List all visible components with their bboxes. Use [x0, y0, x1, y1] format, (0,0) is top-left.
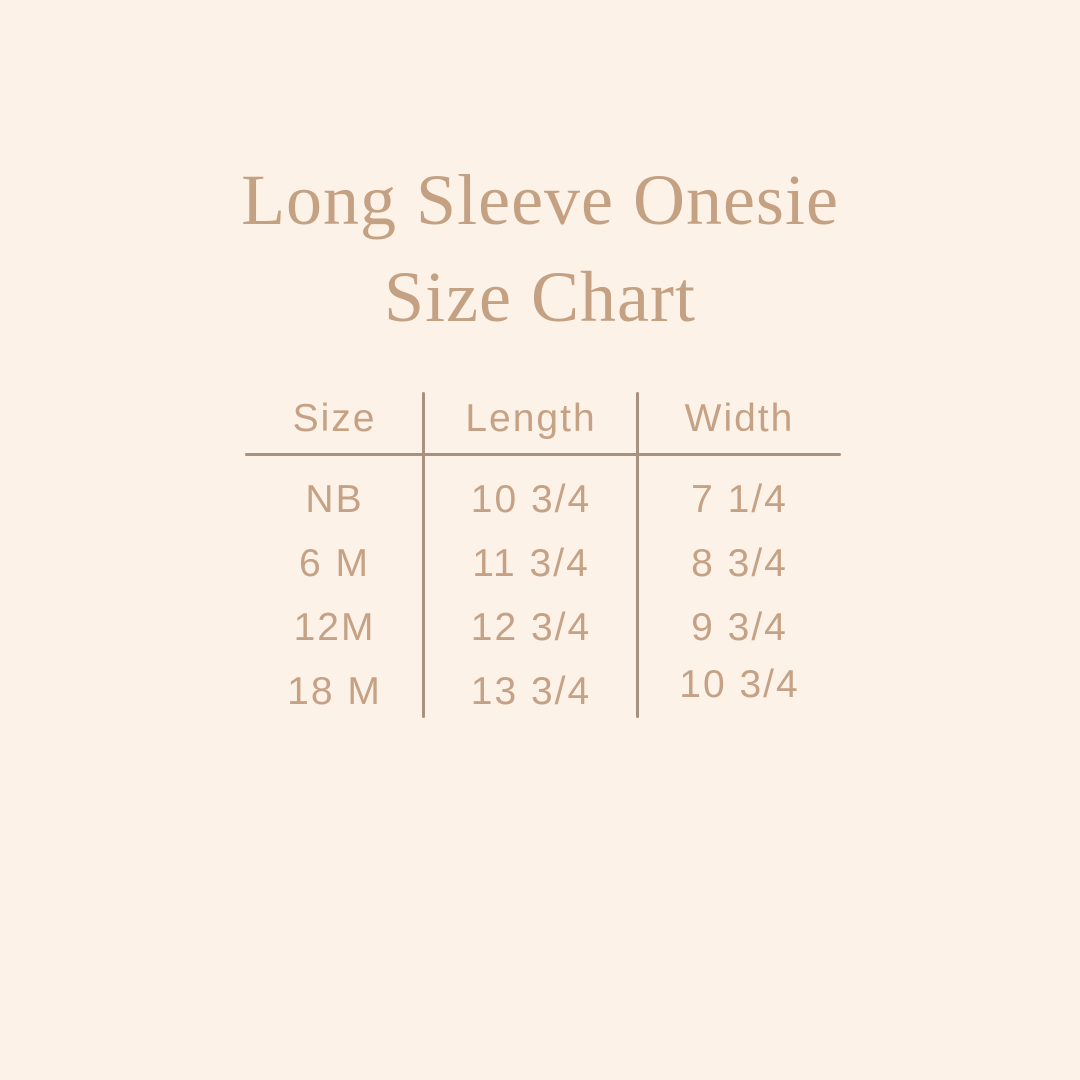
column-divider-1 [422, 392, 425, 718]
cell-size: 18 M [287, 670, 382, 713]
page-title: Long Sleeve Onesie Size Chart [0, 152, 1080, 346]
cell-length: 10 3/4 [470, 478, 592, 521]
cell-width: 7 1/4 [691, 478, 788, 521]
cell-width: 10 3/4 [679, 663, 800, 706]
title-line-1: Long Sleeve Onesie [241, 160, 839, 240]
title-line-2: Size Chart [384, 257, 696, 337]
table-body: NB 10 3/4 7 1/4 6 M 11 3/4 8 3/4 12M 12 … [245, 468, 841, 724]
header-length: Length [465, 397, 597, 440]
table-row-nb: NB 10 3/4 7 1/4 [245, 468, 841, 532]
cell-length: 12 3/4 [470, 606, 592, 649]
header-divider-line [245, 453, 841, 456]
cell-size: NB [305, 478, 364, 521]
table-header-row: Size Length Width [245, 390, 841, 448]
table-row-12m: 12M 12 3/4 9 3/4 [245, 596, 841, 660]
header-width: Width [684, 397, 795, 440]
table-row-18m: 18 M 13 3/4 10 3/4 [245, 660, 841, 724]
table-row-6m: 6 M 11 3/4 8 3/4 [245, 532, 841, 596]
cell-width: 9 3/4 [691, 606, 788, 649]
cell-length: 11 3/4 [472, 542, 590, 585]
column-divider-2 [636, 392, 639, 718]
cell-width: 8 3/4 [691, 542, 788, 585]
cell-size: 6 M [298, 542, 370, 585]
header-size: Size [292, 397, 377, 440]
cell-size: 12M [293, 606, 376, 649]
cell-length: 13 3/4 [470, 670, 592, 713]
size-table: Size Length Width NB 10 3/4 7 1/4 6 M 11… [245, 390, 841, 722]
